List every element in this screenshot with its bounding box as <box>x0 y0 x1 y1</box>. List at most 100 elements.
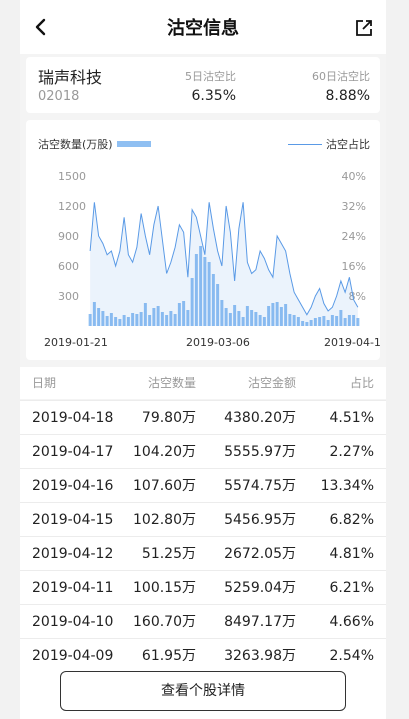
chart-bar <box>288 314 292 326</box>
chart-bar <box>143 303 147 326</box>
x-tick-label: 2019-04-18 <box>324 336 380 349</box>
nav-bar: 沽空信息 <box>20 0 386 54</box>
short-chart: 1500 1200 900 600 300 40% 32% 24% 16% 8% 2019-01-2… <box>44 170 380 349</box>
chart-bar <box>135 314 139 326</box>
chart-bar <box>160 312 164 326</box>
chart-bar <box>190 278 194 326</box>
chart-bar <box>224 308 228 326</box>
row-date: 2019-04-18 <box>32 410 114 426</box>
chart-bar <box>92 302 96 326</box>
table-row[interactable]: 2019-04-15 102.80万 5456.95万 6.82% <box>20 502 386 536</box>
chart-bar <box>305 322 309 326</box>
chart-bar <box>279 307 283 326</box>
row-quantity: 102.80万 <box>133 512 196 528</box>
row-date: 2019-04-16 <box>32 478 114 494</box>
chart-bar <box>211 274 215 326</box>
row-amount: 3263.98万 <box>224 648 296 664</box>
chart-bar <box>267 306 271 326</box>
short-ratio-60d-label: 60日沽空比 <box>312 70 370 83</box>
row-date: 2019-04-15 <box>32 512 114 528</box>
row-ratio: 6.82% <box>329 512 374 528</box>
short-ratio-60d-value: 8.88% <box>325 88 370 104</box>
chart-bar <box>88 314 92 326</box>
y-right-tick-label: 16% <box>342 260 366 273</box>
legend-bar: 沽空数量(万股) <box>38 136 151 152</box>
chart-bar <box>114 317 118 326</box>
header-date: 日期 <box>32 376 57 390</box>
chart-bar <box>152 308 156 326</box>
chart-bar <box>356 318 360 326</box>
chart-bar <box>326 320 330 326</box>
chart-bar <box>148 315 152 326</box>
table-row[interactable]: 2019-04-17 104.20万 5555.97万 2.27% <box>20 434 386 468</box>
chart-bar <box>177 303 181 326</box>
table-row[interactable]: 2019-04-16 107.60万 5574.75万 13.34% <box>20 468 386 502</box>
row-ratio: 13.34% <box>320 478 374 494</box>
chart-bar <box>194 254 198 326</box>
table-row[interactable]: 2019-04-11 100.15万 5259.04万 6.21% <box>20 570 386 604</box>
chart-bar <box>109 313 113 326</box>
row-ratio: 2.27% <box>329 444 374 460</box>
chart-bar <box>309 320 313 326</box>
row-ratio: 4.81% <box>329 546 374 562</box>
chart-bar <box>352 315 356 326</box>
short-ratio-5d-label: 5日沽空比 <box>185 70 236 83</box>
chart-bar <box>258 315 262 326</box>
chart-bar <box>207 262 211 326</box>
y-left-tick-label: 1500 <box>58 170 86 183</box>
app-screen: 沽空信息 瑞声科技 02018 5日沽空比 6.35% 60日沽空比 8.88%… <box>20 0 386 719</box>
chart-bar <box>275 302 279 326</box>
x-tick-label: 2019-01-21 <box>44 336 108 349</box>
chart-bar <box>216 284 220 326</box>
row-quantity: 79.80万 <box>141 410 196 426</box>
share-icon[interactable] <box>354 18 374 38</box>
row-amount: 4380.20万 <box>224 410 296 426</box>
legend-line-swatch <box>288 143 322 145</box>
table-header: 日期 沽空数量 沽空金额 占比 <box>20 367 386 399</box>
table-row[interactable]: 2019-04-10 160.70万 8497.17万 4.66% <box>20 604 386 638</box>
row-quantity: 100.15万 <box>133 580 196 596</box>
short-chart-card: 沽空数量(万股) 沽空占比 1500 1200 900 600 300 40% 32% 24%… <box>26 120 380 360</box>
chart-bar <box>330 315 334 326</box>
chart-bar <box>105 316 109 326</box>
stock-name: 瑞声科技 <box>38 68 103 87</box>
table-row[interactable]: 2019-04-18 79.80万 4380.20万 4.51% <box>20 400 386 434</box>
chart-bar <box>301 321 305 326</box>
bottom-bar: 查看个股详情 <box>20 661 386 719</box>
view-stock-detail-button[interactable]: 查看个股详情 <box>60 671 346 711</box>
short-ratio-5d-value: 6.35% <box>191 88 236 104</box>
chart-bar <box>233 305 237 326</box>
row-ratio: 6.21% <box>329 580 374 596</box>
chart-bar <box>271 303 275 326</box>
chart-bar <box>182 301 186 326</box>
chart-bar <box>284 304 288 326</box>
chart-bar <box>237 311 241 326</box>
stock-code: 02018 <box>38 89 80 104</box>
row-quantity: 104.20万 <box>133 444 196 460</box>
back-arrow-icon[interactable] <box>32 17 50 37</box>
legend-line: 沽空占比 <box>288 136 370 152</box>
chart-bar <box>292 315 296 326</box>
chart-bar <box>335 316 339 326</box>
y-left-tick-label: 600 <box>58 260 79 273</box>
chart-bar <box>199 246 203 326</box>
chart-bar <box>101 311 105 326</box>
header-amount: 沽空金额 <box>247 376 296 390</box>
y-right-tick-label: 32% <box>342 200 366 213</box>
chart-bar <box>322 316 326 326</box>
header-ratio: 占比 <box>349 376 374 390</box>
y-left-tick-label: 900 <box>58 230 79 243</box>
row-amount: 2672.05万 <box>224 546 296 562</box>
short-table: 2019-04-18 79.80万 4380.20万 4.51% 2019-04… <box>20 400 386 672</box>
row-date: 2019-04-17 <box>32 444 114 460</box>
row-date: 2019-04-09 <box>32 648 114 664</box>
row-date: 2019-04-10 <box>32 614 114 630</box>
y-right-tick-label: 40% <box>342 170 366 183</box>
row-quantity: 107.60万 <box>133 478 196 494</box>
chart-bar <box>173 314 177 326</box>
y-right-tick-label: 8% <box>349 290 366 303</box>
table-row[interactable]: 2019-04-12 51.25万 2672.05万 4.81% <box>20 536 386 570</box>
row-quantity: 51.25万 <box>141 546 196 562</box>
row-amount: 5555.97万 <box>224 444 296 460</box>
row-quantity: 160.70万 <box>133 614 196 630</box>
